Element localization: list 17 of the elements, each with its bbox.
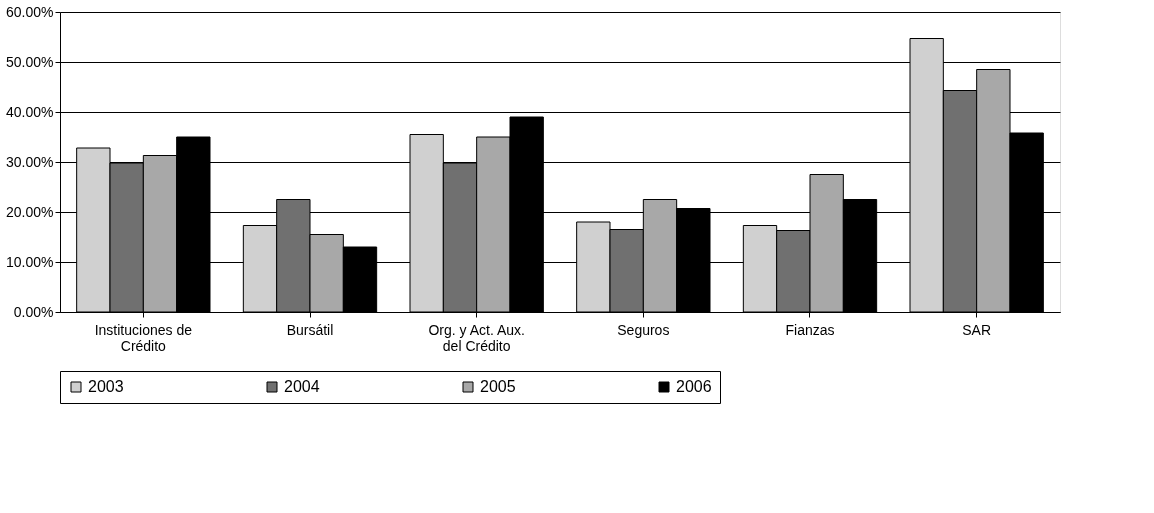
y-tick-label: 50.00% — [6, 53, 54, 70]
x-tick-label: Fianzas — [785, 321, 835, 338]
y-tick-label: 60.00% — [6, 3, 54, 20]
legend-label: 2004 — [284, 378, 320, 395]
x-tick-label: SAR — [962, 321, 992, 338]
x-tick-label: Bursátil — [286, 321, 334, 338]
y-tick-label: 30.00% — [6, 153, 54, 170]
y-tick-label: 20.00% — [6, 203, 54, 220]
legend-label: 2003 — [88, 378, 124, 395]
y-tick-label: 40.00% — [6, 103, 54, 120]
x-tick-label: Seguros — [617, 321, 670, 338]
y-tick-label: 10.00% — [6, 253, 54, 270]
y-tick-label: 0.00% — [13, 303, 54, 320]
legend-label: 2005 — [480, 378, 516, 395]
legend-label: 2006 — [676, 378, 712, 395]
x-tick-label: Org. y Act. Aux. del Crédito — [428, 321, 525, 354]
x-tick-label: Instituciones de Crédito — [94, 321, 193, 354]
